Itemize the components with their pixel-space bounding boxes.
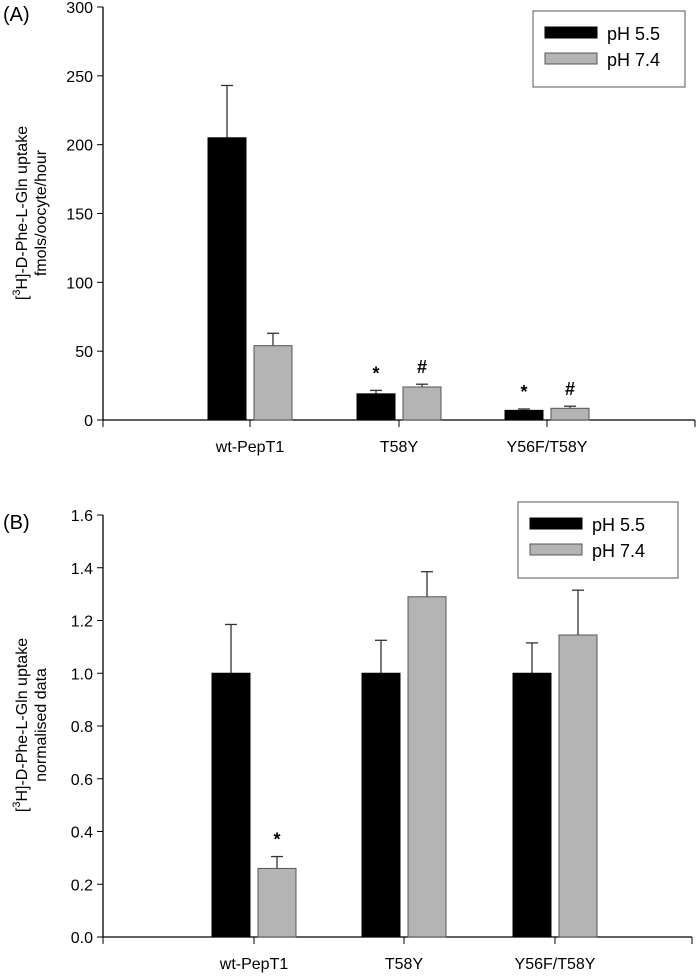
panel-label: (B)	[3, 512, 30, 534]
bar-ph55	[356, 393, 396, 421]
y-tick-label: 0.2	[71, 877, 93, 894]
bar-ph74	[402, 386, 442, 421]
significance-marker: *	[520, 382, 527, 402]
legend: pH 5.5 pH 7.4	[517, 501, 679, 579]
bar-ph74	[253, 345, 293, 421]
category-label: Y56F/T58Y	[507, 439, 588, 456]
panel-label: (A)	[3, 4, 30, 26]
y-axis-label: [3H]-D-Phe-L-Gln uptake fmols/oocyte/hour	[11, 126, 50, 300]
y-tick-label: 200	[66, 138, 93, 155]
chart-panel-b: (B) 0.0 0.2 0.4 0.6 0.8 1.0 1.2 1.4 1.6 [3H]-D-Phe…	[3, 501, 693, 973]
y-tick-label: 100	[66, 275, 93, 292]
y-tick-label: 0.4	[71, 825, 93, 842]
legend-box	[532, 10, 686, 88]
bar-ph55	[361, 672, 401, 938]
y-tick-label: 1.0	[71, 666, 93, 683]
bar-ph74	[550, 407, 590, 421]
legend-label: pH 5.5	[592, 515, 645, 535]
significance-marker: #	[417, 357, 427, 377]
y-tick-label: 0.8	[71, 719, 93, 736]
bar-ph74	[407, 596, 447, 938]
bar-ph55	[211, 672, 251, 938]
chart-panel-a: (A) 0 50 100 150 200 250 300 [3H]-D-Phe-L-Gln up…	[3, 0, 696, 456]
y-tick-label: 150	[66, 207, 93, 224]
legend-swatch	[529, 543, 583, 556]
y-tick-label: 250	[66, 69, 93, 86]
legend-swatch	[529, 517, 583, 530]
legend-label: pH 7.4	[607, 50, 660, 70]
bar-ph74	[558, 634, 598, 938]
y-tick-label: 300	[66, 0, 93, 17]
category-label: T58Y	[385, 956, 424, 973]
legend-swatch	[544, 26, 598, 39]
bar-ph55	[207, 137, 247, 421]
legend: pH 5.5 pH 7.4	[532, 10, 686, 88]
category-label: wt-PepT1	[215, 439, 285, 456]
bar-ph74	[257, 867, 297, 938]
legend-swatch	[544, 52, 598, 65]
y-tick-label: 0.6	[71, 772, 93, 789]
category-label: T58Y	[380, 439, 419, 456]
bar-ph55	[512, 672, 552, 938]
legend-label: pH 7.4	[592, 541, 645, 561]
significance-marker: #	[565, 379, 575, 399]
y-tick-label: 1.2	[71, 614, 93, 631]
y-axis-label: [3H]-D-Phe-L-Gln uptake normalised data	[11, 638, 50, 812]
y-tick-label: 1.4	[71, 561, 93, 578]
significance-marker: *	[372, 363, 379, 383]
category-label: Y56F/T58Y	[515, 956, 596, 973]
y-tick-label: 1.6	[71, 508, 93, 525]
significance-marker: *	[273, 830, 280, 850]
y-tick-label: 0	[84, 413, 93, 430]
y-tick-label: 50	[75, 344, 93, 361]
category-label: wt-PepT1	[219, 956, 289, 973]
legend-label: pH 5.5	[607, 24, 660, 44]
bar-ph55	[504, 409, 544, 421]
legend-box	[517, 501, 679, 579]
y-tick-label: 0.0	[71, 930, 93, 947]
